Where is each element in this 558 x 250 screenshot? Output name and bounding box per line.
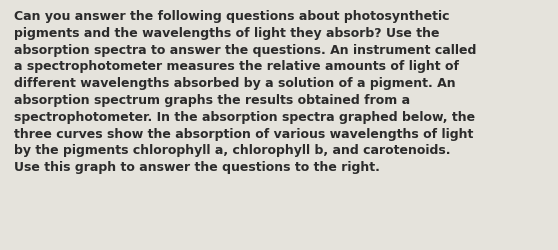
Text: Can you answer the following questions about photosynthetic
pigments and the wav: Can you answer the following questions a… bbox=[14, 10, 477, 173]
